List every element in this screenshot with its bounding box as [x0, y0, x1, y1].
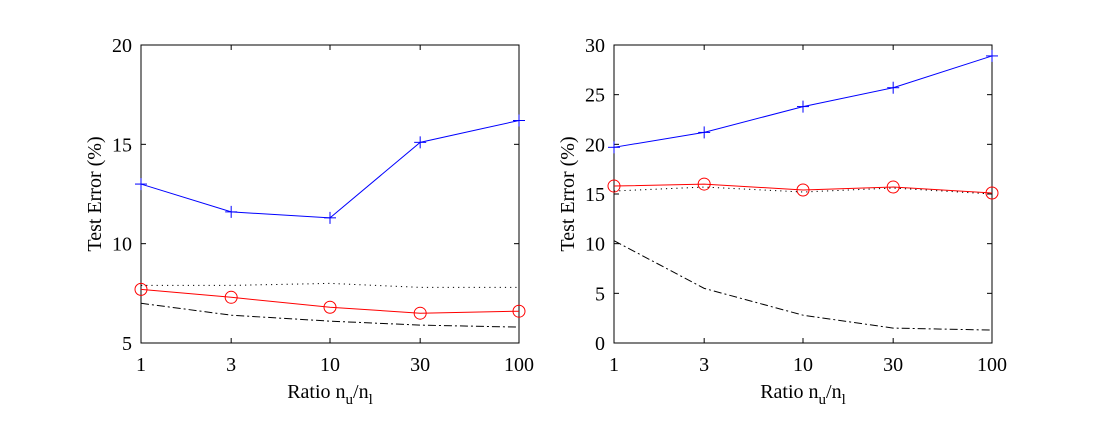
x-axis-label-part: /n — [353, 381, 369, 403]
data-point-circle — [224, 290, 238, 304]
x-tick-label: 100 — [977, 354, 1007, 376]
data-point-circle — [985, 186, 999, 200]
y-tick-label: 5 — [595, 283, 605, 305]
x-axis-label-part: u — [819, 392, 827, 408]
x-tick-label: 1 — [609, 354, 619, 376]
x-axis-label-part: /n — [826, 381, 842, 403]
y-axis-label: Test Error (%) — [557, 136, 579, 251]
x-tick-label: 100 — [504, 354, 534, 376]
y-tick-label: 20 — [585, 134, 605, 156]
y-tick-label: 10 — [112, 234, 132, 256]
data-point-plus — [797, 100, 809, 113]
series-none-dotted — [613, 186, 993, 195]
x-tick-label: 3 — [226, 354, 236, 376]
data-point-plus — [986, 49, 998, 62]
data-point-circle — [886, 180, 900, 194]
x-axis-label-part: l — [842, 392, 846, 408]
y-tick-label: 30 — [585, 35, 605, 57]
series-line — [613, 183, 993, 194]
data-point-plus — [887, 81, 900, 94]
y-tick-label: 15 — [585, 184, 605, 206]
data-point-circle — [323, 300, 337, 314]
data-point-plus — [225, 205, 238, 218]
x-axis-label: Ratio nu/nl — [287, 381, 373, 408]
series-line — [613, 186, 993, 195]
data-point-plus — [513, 114, 525, 127]
y-tick-label: 5 — [122, 333, 132, 355]
series-none-dashdot — [140, 302, 520, 328]
x-axis-label-part: Ratio n — [760, 381, 818, 403]
y-tick-label: 10 — [585, 234, 605, 256]
y-tick-label: 20 — [112, 35, 132, 57]
data-point-circle — [607, 179, 621, 193]
data-point-plus — [135, 178, 147, 191]
series-plus-solid — [608, 49, 998, 154]
y-tick-label: 15 — [112, 134, 132, 156]
x-tick-label: 30 — [410, 354, 430, 376]
plot-frame — [613, 44, 993, 344]
series-line — [141, 282, 519, 288]
x-axis-label-part: Ratio n — [287, 381, 345, 403]
y-tick-label: 0 — [595, 333, 605, 355]
data-point-circle — [413, 306, 427, 320]
data-point-plus — [414, 136, 427, 149]
series-line — [613, 240, 993, 331]
data-point-plus — [698, 126, 711, 139]
x-tick-label: 1 — [136, 354, 146, 376]
y-axis-label: Test Error (%) — [84, 136, 106, 251]
series-line — [140, 302, 520, 328]
x-axis-label-part: u — [346, 392, 354, 408]
series-circle-solid — [607, 177, 999, 200]
series-none-dotted — [141, 282, 519, 288]
chart-left: 5 10 15 20 1 3 10 30 100 Test Error (%) Ratio nu/n… — [84, 35, 534, 408]
chart-right: 0 5 10 15 20 25 30 1 3 10 30 100 Test Error (%) Ratio… — [557, 35, 1007, 408]
data-point-circle — [512, 304, 526, 318]
y-tick-label: 25 — [585, 85, 605, 107]
x-axis-label: Ratio nu/nl — [760, 381, 846, 408]
x-tick-label: 10 — [320, 354, 340, 376]
data-point-plus — [324, 211, 336, 224]
data-point-circle — [697, 177, 711, 191]
x-axis-label-part: l — [369, 392, 373, 408]
x-tick-label: 30 — [883, 354, 903, 376]
plot-frame — [140, 44, 520, 344]
series-line — [140, 120, 520, 219]
series-plus-solid — [135, 114, 525, 224]
data-point-circle — [796, 183, 810, 197]
series-circle-solid — [134, 282, 526, 320]
series-line — [140, 288, 520, 314]
x-tick-label: 10 — [793, 354, 813, 376]
data-point-plus — [608, 141, 620, 154]
x-tick-label: 3 — [699, 354, 709, 376]
series-none-dashdot — [613, 240, 993, 331]
data-point-circle — [134, 282, 148, 296]
